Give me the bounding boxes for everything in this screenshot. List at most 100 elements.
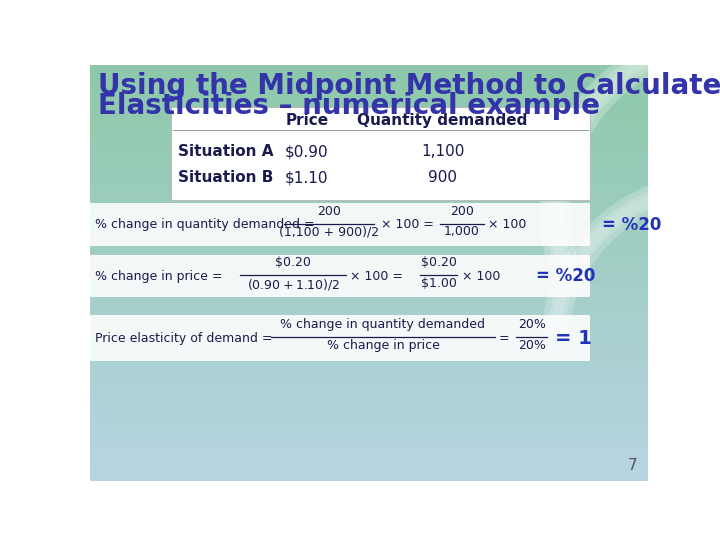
Bar xyxy=(90,331,648,333)
Bar xyxy=(90,304,648,306)
Bar xyxy=(90,85,648,87)
Bar xyxy=(90,185,648,187)
Bar xyxy=(90,133,648,136)
Bar xyxy=(90,79,648,82)
Bar xyxy=(90,406,648,408)
Bar xyxy=(90,160,648,163)
Bar xyxy=(90,96,648,98)
Bar xyxy=(90,329,648,331)
Bar xyxy=(90,387,648,389)
Bar xyxy=(90,109,648,111)
Bar xyxy=(90,312,648,314)
Text: 200: 200 xyxy=(450,205,474,218)
Bar xyxy=(90,375,648,377)
Bar xyxy=(90,368,648,370)
Bar xyxy=(90,366,648,368)
Bar xyxy=(90,364,648,366)
Text: Elasticities – numerical example: Elasticities – numerical example xyxy=(98,92,600,120)
Bar xyxy=(90,352,648,354)
Text: (1,100 + 900)/2: (1,100 + 900)/2 xyxy=(279,225,379,238)
Bar xyxy=(90,221,648,223)
Bar xyxy=(90,431,648,433)
Bar xyxy=(90,229,648,231)
Bar xyxy=(90,389,648,391)
Bar xyxy=(90,377,648,379)
Bar xyxy=(90,308,648,310)
Bar xyxy=(90,208,648,211)
Bar xyxy=(90,165,648,167)
Bar xyxy=(90,65,648,67)
Bar xyxy=(90,198,648,200)
Bar xyxy=(90,341,648,343)
Bar xyxy=(90,244,648,246)
Bar xyxy=(90,391,648,393)
Bar xyxy=(90,354,648,356)
Bar xyxy=(90,131,648,133)
Bar xyxy=(90,90,648,92)
Bar xyxy=(90,462,648,464)
Bar xyxy=(90,410,648,412)
Bar xyxy=(90,362,648,364)
Bar xyxy=(90,260,648,262)
Bar xyxy=(90,383,648,385)
Bar xyxy=(90,268,648,271)
Bar xyxy=(90,175,648,177)
Bar xyxy=(90,478,648,481)
Bar xyxy=(90,94,648,96)
Bar xyxy=(90,337,648,339)
Bar xyxy=(90,171,648,173)
Bar xyxy=(90,258,648,260)
Bar xyxy=(90,152,648,154)
Bar xyxy=(90,194,648,196)
Text: % change in price =: % change in price = xyxy=(96,269,227,282)
Bar xyxy=(90,136,648,138)
Bar xyxy=(90,214,648,217)
Bar xyxy=(90,273,648,275)
Bar xyxy=(90,156,648,158)
Bar xyxy=(90,127,648,129)
Bar xyxy=(90,119,648,121)
FancyBboxPatch shape xyxy=(90,204,590,246)
Bar xyxy=(90,335,648,337)
Text: 200: 200 xyxy=(317,205,341,218)
Bar xyxy=(90,69,648,71)
Text: % change in quantity demanded =: % change in quantity demanded = xyxy=(96,218,319,231)
Bar xyxy=(90,408,648,410)
Bar xyxy=(90,416,648,418)
Bar xyxy=(90,113,648,114)
Bar xyxy=(90,241,648,244)
Bar xyxy=(90,190,648,192)
Bar xyxy=(90,114,648,117)
Text: 20%: 20% xyxy=(518,339,546,352)
Bar xyxy=(90,385,648,387)
Bar xyxy=(90,167,648,168)
Bar xyxy=(90,140,648,141)
Bar xyxy=(90,219,648,221)
Text: × 100 =: × 100 = xyxy=(382,218,438,231)
Bar xyxy=(90,179,648,181)
Text: Price elasticity of demand =: Price elasticity of demand = xyxy=(96,332,277,345)
Bar xyxy=(90,360,648,362)
Text: Quantity demanded: Quantity demanded xyxy=(357,113,528,128)
Bar xyxy=(90,356,648,358)
Bar xyxy=(90,173,648,175)
Bar xyxy=(90,433,648,435)
Text: 7: 7 xyxy=(628,458,637,472)
Bar xyxy=(90,395,648,397)
Bar xyxy=(90,217,648,219)
Bar xyxy=(90,279,648,281)
Bar xyxy=(90,138,648,140)
Bar xyxy=(90,125,648,127)
Bar xyxy=(90,447,648,449)
Bar xyxy=(90,427,648,429)
Bar xyxy=(90,393,648,395)
Bar xyxy=(90,322,648,325)
Bar xyxy=(90,196,648,198)
Bar xyxy=(90,292,648,294)
Bar xyxy=(90,460,648,462)
Bar xyxy=(90,295,648,298)
Bar xyxy=(90,200,648,202)
Bar xyxy=(90,227,648,229)
Bar xyxy=(90,446,648,447)
Bar xyxy=(90,314,648,316)
